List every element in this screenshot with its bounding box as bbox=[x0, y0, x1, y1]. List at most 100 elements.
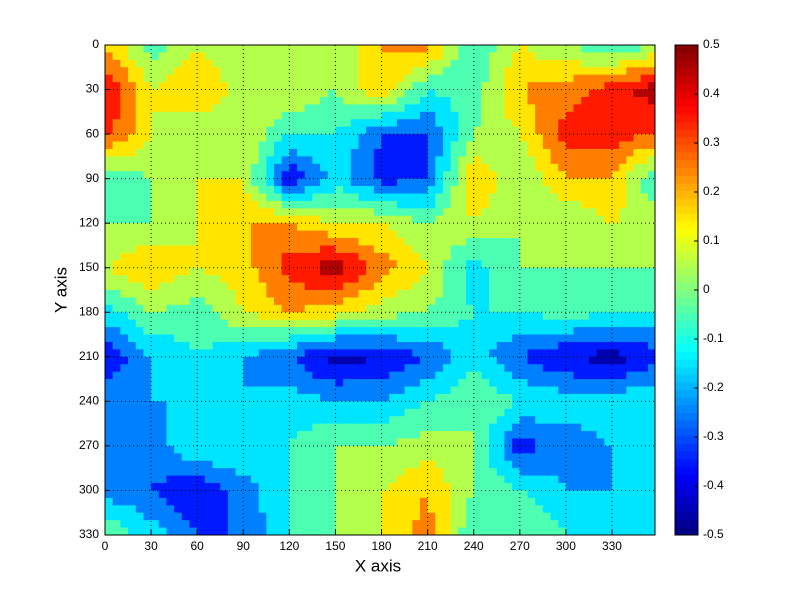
contour-cell bbox=[419, 230, 429, 239]
contour-cell bbox=[396, 445, 406, 454]
contour-cell bbox=[473, 282, 482, 291]
contour-cell bbox=[527, 134, 536, 143]
contour-cell bbox=[320, 126, 329, 135]
contour-cell bbox=[105, 111, 114, 120]
contour-cell bbox=[573, 282, 582, 291]
contour-cell bbox=[647, 371, 655, 380]
contour-cell bbox=[626, 186, 635, 195]
contour-cell bbox=[496, 497, 506, 506]
contour-cell bbox=[151, 512, 160, 521]
contour-cell bbox=[151, 371, 160, 380]
contour-cell bbox=[558, 490, 567, 499]
contour-cell bbox=[135, 230, 145, 239]
contour-cell bbox=[266, 245, 275, 254]
contour-cell bbox=[327, 208, 337, 217]
contour-cell bbox=[105, 304, 114, 313]
contour-cell bbox=[588, 327, 598, 336]
contour-cell bbox=[381, 371, 390, 380]
contour-cell bbox=[143, 386, 152, 395]
contour-cell bbox=[633, 356, 642, 365]
contour-cell bbox=[604, 215, 613, 224]
contour-cell bbox=[550, 490, 559, 499]
contour-cell bbox=[243, 297, 252, 306]
contour-cell bbox=[496, 431, 506, 440]
contour-cell bbox=[427, 334, 436, 343]
contour-cell bbox=[327, 505, 337, 514]
contour-cell bbox=[504, 460, 513, 469]
contour-cell bbox=[258, 104, 267, 113]
contour-cell bbox=[458, 483, 467, 492]
contour-cell bbox=[181, 82, 191, 91]
contour-cell bbox=[481, 453, 490, 462]
colorbar-swatch bbox=[675, 75, 698, 84]
contour-cell bbox=[640, 512, 649, 521]
contour-cell bbox=[435, 468, 444, 477]
contour-cell bbox=[143, 393, 152, 402]
contour-cell bbox=[412, 490, 421, 499]
contour-cell bbox=[581, 297, 590, 306]
contour-cell bbox=[304, 89, 314, 98]
contour-cell bbox=[266, 178, 275, 187]
contour-cell bbox=[151, 386, 160, 395]
contour-cell bbox=[327, 356, 337, 365]
contour-cell bbox=[633, 453, 642, 462]
contour-cell bbox=[227, 364, 237, 373]
contour-cell bbox=[250, 111, 260, 120]
contour-cell bbox=[458, 260, 467, 269]
contour-cell bbox=[412, 341, 421, 350]
contour-cell bbox=[289, 126, 298, 135]
contour-cell bbox=[542, 379, 552, 388]
contour-cell bbox=[450, 327, 459, 336]
contour-cell bbox=[204, 89, 214, 98]
contour-cell bbox=[619, 52, 627, 61]
contour-cell bbox=[396, 89, 406, 98]
contour-cell bbox=[373, 341, 383, 350]
contour-cell bbox=[158, 111, 168, 120]
contour-cell bbox=[243, 275, 252, 284]
contour-cell bbox=[197, 275, 206, 284]
contour-cell bbox=[174, 119, 183, 128]
contour-cell bbox=[120, 119, 129, 128]
contour-cell bbox=[389, 104, 398, 113]
contour-cell bbox=[596, 52, 605, 61]
contour-cell bbox=[120, 245, 129, 254]
contour-cell bbox=[404, 334, 413, 343]
contour-cell bbox=[143, 67, 152, 76]
contour-cell bbox=[581, 45, 590, 54]
contour-cell bbox=[151, 200, 160, 209]
contour-cell bbox=[381, 327, 390, 336]
contour-cell bbox=[289, 453, 298, 462]
contour-cell bbox=[189, 341, 198, 350]
contour-cell bbox=[396, 208, 406, 217]
contour-cell bbox=[496, 512, 506, 521]
contour-cell bbox=[112, 252, 121, 261]
contour-cell bbox=[189, 223, 198, 232]
contour-cell bbox=[611, 230, 620, 239]
contour-cell bbox=[412, 215, 421, 224]
contour-cell bbox=[358, 45, 367, 54]
contour-cell bbox=[489, 119, 498, 128]
contour-cell bbox=[558, 119, 567, 128]
contour-cell bbox=[466, 401, 475, 410]
contour-cell bbox=[619, 148, 627, 157]
contour-cell bbox=[258, 290, 267, 299]
contour-cell bbox=[581, 59, 590, 68]
contour-cell bbox=[128, 527, 137, 535]
contour-cell bbox=[373, 334, 383, 343]
colorbar-tick-label: -0.2 bbox=[703, 380, 724, 394]
contour-cell bbox=[466, 520, 475, 529]
contour-cell bbox=[633, 423, 642, 432]
contour-cell bbox=[243, 483, 252, 492]
contour-cell bbox=[128, 290, 137, 299]
contour-cell bbox=[550, 200, 559, 209]
contour-cell bbox=[204, 334, 214, 343]
contour-cell bbox=[304, 223, 314, 232]
contour-cell bbox=[558, 252, 567, 261]
contour-cell bbox=[466, 89, 475, 98]
contour-cell bbox=[112, 334, 121, 343]
contour-cell bbox=[619, 431, 627, 440]
contour-cell bbox=[588, 208, 598, 217]
contour-cell bbox=[542, 52, 552, 61]
contour-cell bbox=[419, 111, 429, 120]
contour-cell bbox=[227, 327, 237, 336]
